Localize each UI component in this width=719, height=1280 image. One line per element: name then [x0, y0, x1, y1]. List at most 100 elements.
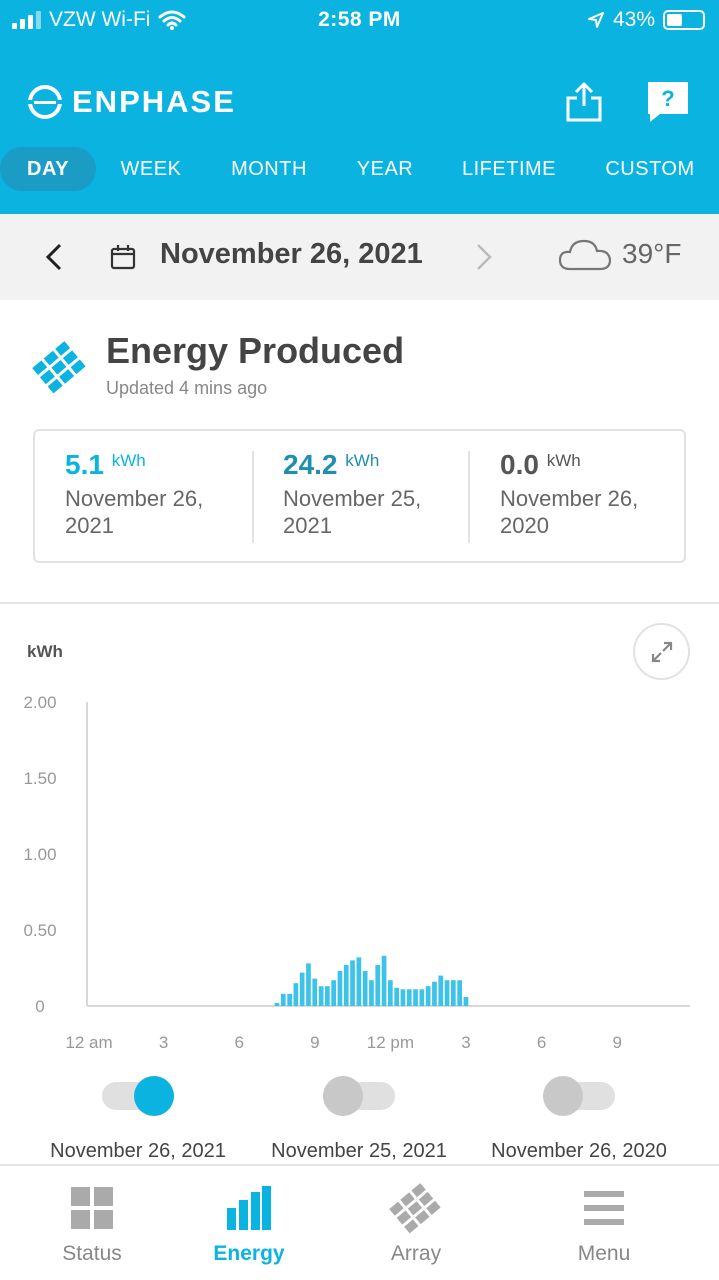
chevron-left-icon — [45, 243, 62, 271]
tab-week[interactable]: WEEK — [120, 158, 182, 180]
chart-bar — [280, 993, 286, 1006]
status-right: 43% — [587, 8, 705, 32]
summary-date-line1: November 26, — [500, 486, 639, 511]
summary-divider — [252, 451, 254, 543]
enphase-logo: ENPHASE — [28, 84, 236, 120]
summary-value-unit: kWh — [111, 451, 146, 470]
chart-bar — [394, 987, 399, 1006]
carrier: VZW Wi-Fi — [12, 8, 186, 32]
selected-date[interactable]: November 26, 2021 — [160, 238, 423, 270]
series-toggle[interactable] — [102, 1076, 174, 1116]
chart-bar — [356, 957, 362, 1006]
carrier-label: VZW Wi-Fi — [49, 8, 151, 31]
nav-label: Status — [62, 1242, 122, 1265]
chart-bar — [406, 989, 412, 1006]
tab-lifetime[interactable]: LIFETIME — [461, 158, 556, 180]
grid-icon — [71, 1187, 113, 1229]
chart-bar — [350, 960, 355, 1006]
toggle-current: November 26, 2021 — [38, 1076, 238, 1163]
chart-bar — [299, 972, 305, 1006]
energy-chart[interactable]: 2.00 1.50 1.00 0.50 0 12 am 3 6 9 12 pm 3 6 9 — [0, 680, 719, 1060]
section-divider — [0, 602, 719, 604]
chart-bar — [306, 963, 311, 1006]
energy-summary: 5.1 kWh November 26, 2021 24.2 kWh Novem… — [33, 429, 686, 563]
series-toggle[interactable] — [543, 1076, 615, 1116]
logo-text: ENPHASE — [72, 84, 236, 119]
nav-array[interactable]: Array — [336, 1183, 496, 1266]
chart-bar — [444, 980, 450, 1006]
x-tick-label: 12 pm — [367, 1033, 414, 1052]
chart-bar — [287, 993, 292, 1006]
nav-menu[interactable]: Menu — [524, 1184, 684, 1266]
tab-month[interactable]: MONTH — [231, 158, 307, 180]
expand-icon — [651, 641, 672, 662]
chart-bar — [413, 989, 418, 1006]
tab-year[interactable]: YEAR — [356, 158, 414, 180]
toggle-previous-day: November 25, 2021 — [259, 1076, 459, 1163]
summary-value-number: 5.1 — [65, 449, 104, 480]
summary-value-unit: kWh — [546, 451, 581, 470]
x-tick-label: 9 — [612, 1033, 621, 1052]
x-tick-label: 6 — [234, 1033, 243, 1052]
nav-status[interactable]: Status — [12, 1184, 172, 1266]
energy-produced-title: Energy Produced — [106, 330, 405, 371]
updated-text: Updated 4 mins ago — [106, 378, 268, 398]
nav-energy[interactable]: Energy — [169, 1184, 329, 1266]
x-tick-label: 3 — [159, 1033, 168, 1052]
share-button[interactable] — [562, 80, 606, 124]
y-tick-label: 2.00 — [23, 693, 56, 712]
bar-chart-icon — [227, 1186, 271, 1230]
y-tick-label: 0.50 — [23, 921, 56, 940]
nav-label: Array — [390, 1242, 442, 1265]
summary-date-line1: November 25, — [283, 486, 422, 511]
enphase-logo-mark — [28, 85, 62, 119]
help-button[interactable]: ? — [646, 80, 690, 124]
wifi-icon — [158, 10, 186, 30]
chart-bar — [463, 996, 469, 1006]
chart-bar — [425, 986, 431, 1006]
chart-bar — [343, 965, 349, 1006]
tab-custom[interactable]: CUSTOM — [605, 158, 695, 180]
menu-icon — [584, 1191, 624, 1225]
clock: 2:58 PM — [318, 8, 401, 31]
summary-date: November 26, 2020 — [500, 485, 690, 539]
summary-value-unit: kWh — [345, 451, 380, 470]
x-tick-label: 3 — [461, 1033, 470, 1052]
previous-day-button[interactable] — [36, 239, 72, 275]
nav-label: Menu — [577, 1242, 631, 1265]
chart-bar — [438, 975, 444, 1006]
chart-bar — [362, 971, 368, 1006]
help-icon: ? — [648, 82, 688, 122]
summary-previous-day: 24.2 kWh November 25, 2021 — [283, 449, 473, 539]
summary-date-line2: 2020 — [500, 513, 549, 538]
chevron-right-icon — [477, 244, 492, 270]
chart-bar — [331, 980, 336, 1006]
summary-current: 5.1 kWh November 26, 2021 — [65, 449, 255, 539]
chart-bar — [432, 981, 437, 1006]
chart-bar — [400, 989, 406, 1006]
status-bar: VZW Wi-Fi 2:58 PM 43% — [0, 0, 719, 40]
x-tick-label: 9 — [310, 1033, 319, 1052]
toggle-label: November 26, 2020 — [491, 1140, 667, 1162]
x-tick-label: 6 — [537, 1033, 546, 1052]
summary-value-number: 0.0 — [500, 449, 539, 480]
summary-date: November 25, 2021 — [283, 485, 473, 539]
cloud-icon — [558, 239, 612, 271]
chart-bar — [388, 980, 393, 1006]
calendar-icon[interactable] — [110, 244, 136, 270]
next-day-button[interactable] — [466, 239, 502, 275]
chart-bar — [312, 978, 318, 1006]
toggle-previous-year: November 26, 2020 — [479, 1076, 679, 1163]
chart-y-unit: kWh — [27, 642, 63, 661]
summary-date-line2: 2021 — [65, 513, 114, 538]
tab-day[interactable]: DAY — [0, 147, 96, 191]
expand-chart-button[interactable] — [633, 623, 690, 680]
summary-value-number: 24.2 — [283, 449, 338, 480]
y-tick-label: 1.50 — [23, 769, 56, 788]
summary-value: 0.0 kWh — [500, 449, 690, 481]
x-tick-label: 12 am — [65, 1033, 112, 1052]
toggle-label: November 25, 2021 — [271, 1140, 447, 1162]
y-tick-label: 0 — [35, 997, 44, 1016]
header: VZW Wi-Fi 2:58 PM 43% ENPHASE — [0, 0, 719, 214]
series-toggle[interactable] — [323, 1076, 395, 1116]
